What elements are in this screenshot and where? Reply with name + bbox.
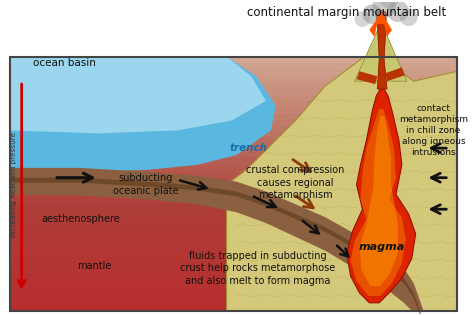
Text: ocean basin: ocean basin xyxy=(33,58,95,69)
Polygon shape xyxy=(10,57,276,172)
Polygon shape xyxy=(351,109,406,296)
Circle shape xyxy=(355,11,370,27)
Polygon shape xyxy=(375,10,387,89)
Polygon shape xyxy=(10,228,457,234)
Polygon shape xyxy=(10,279,457,285)
Polygon shape xyxy=(10,266,457,272)
Polygon shape xyxy=(10,165,457,171)
Polygon shape xyxy=(10,190,457,196)
Polygon shape xyxy=(346,89,416,303)
Text: aesthenosphere: aesthenosphere xyxy=(41,214,120,224)
Polygon shape xyxy=(10,95,457,101)
Polygon shape xyxy=(10,145,457,152)
Polygon shape xyxy=(10,126,457,133)
Polygon shape xyxy=(10,133,457,139)
Text: mantle: mantle xyxy=(77,261,111,271)
Text: fluids trapped in subducting
crust help rocks metamorphose
and also melt to form: fluids trapped in subducting crust help … xyxy=(181,251,336,286)
Text: increasing heat and pressure: increasing heat and pressure xyxy=(11,132,17,237)
Polygon shape xyxy=(10,63,457,69)
Polygon shape xyxy=(10,216,457,222)
Circle shape xyxy=(400,8,418,26)
Polygon shape xyxy=(10,168,424,311)
Polygon shape xyxy=(10,139,457,145)
Polygon shape xyxy=(385,67,405,81)
Text: subducting
oceanic plate: subducting oceanic plate xyxy=(113,173,179,196)
Text: crustal compression
causes regional
metamorphism: crustal compression causes regional meta… xyxy=(246,165,345,200)
Polygon shape xyxy=(10,253,457,260)
Polygon shape xyxy=(356,71,377,84)
Polygon shape xyxy=(10,209,457,216)
Polygon shape xyxy=(10,247,457,253)
Polygon shape xyxy=(10,107,457,114)
Polygon shape xyxy=(10,234,457,241)
Circle shape xyxy=(387,0,409,22)
Polygon shape xyxy=(10,114,457,120)
Polygon shape xyxy=(10,101,457,107)
Polygon shape xyxy=(10,158,457,165)
Polygon shape xyxy=(10,120,457,126)
Polygon shape xyxy=(10,184,457,190)
Circle shape xyxy=(363,4,382,24)
Text: contact
metamorphism
in chill zone
along igneous
intrusions: contact metamorphism in chill zone along… xyxy=(399,104,468,157)
Polygon shape xyxy=(10,241,457,247)
Polygon shape xyxy=(10,222,457,228)
Polygon shape xyxy=(10,76,457,82)
Polygon shape xyxy=(10,298,457,304)
Polygon shape xyxy=(10,178,424,316)
Polygon shape xyxy=(10,260,457,266)
Polygon shape xyxy=(10,57,457,63)
Polygon shape xyxy=(359,116,398,286)
Bar xyxy=(10,57,457,311)
Polygon shape xyxy=(10,69,457,76)
Text: trench: trench xyxy=(229,143,267,153)
Polygon shape xyxy=(10,285,457,292)
Circle shape xyxy=(379,0,399,8)
Polygon shape xyxy=(10,171,457,177)
Polygon shape xyxy=(10,272,457,279)
Polygon shape xyxy=(10,82,457,88)
Polygon shape xyxy=(355,22,407,81)
Polygon shape xyxy=(369,12,392,37)
Text: magma: magma xyxy=(359,242,405,252)
Circle shape xyxy=(372,0,396,18)
Polygon shape xyxy=(10,88,457,95)
Polygon shape xyxy=(10,292,457,298)
Polygon shape xyxy=(10,177,457,184)
Polygon shape xyxy=(227,57,457,311)
Polygon shape xyxy=(10,304,457,311)
Text: continental margin mountain belt: continental margin mountain belt xyxy=(247,6,447,19)
Polygon shape xyxy=(10,152,457,158)
Polygon shape xyxy=(10,203,457,209)
Polygon shape xyxy=(10,196,457,203)
Polygon shape xyxy=(10,57,266,133)
